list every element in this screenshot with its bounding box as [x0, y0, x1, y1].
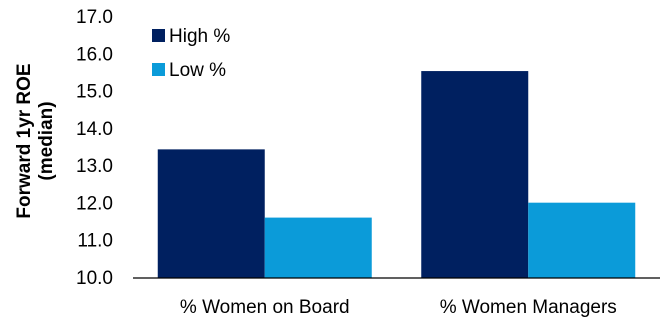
- y-tick-label: 14.0: [76, 119, 113, 140]
- bars: [157, 71, 636, 278]
- y-tick-label: 16.0: [76, 44, 113, 65]
- y-axis-title-line-2: (median): [36, 101, 57, 180]
- bar-high-2: [421, 71, 529, 278]
- y-tick-label: 10.0: [76, 268, 113, 289]
- y-tick-label: 12.0: [76, 193, 113, 214]
- legend-label: High %: [169, 26, 230, 47]
- bar-high-1: [157, 149, 265, 278]
- bar-low-2: [528, 202, 636, 278]
- y-axis-title-line-1: Forward 1yr ROE: [14, 63, 35, 218]
- y-tick-label: 17.0: [76, 7, 113, 28]
- y-tick-label: 13.0: [76, 156, 113, 177]
- legend-swatch: [152, 63, 165, 76]
- x-category-label: % Women Managers: [440, 297, 617, 318]
- legend: High % Low %: [152, 26, 230, 81]
- legend-label: Low %: [169, 60, 226, 81]
- y-tick-label: 11.0: [77, 231, 113, 252]
- y-tick-label: 15.0: [76, 82, 113, 103]
- y-axis-title: Forward 1yr ROE (median): [14, 63, 57, 218]
- legend-swatch: [152, 29, 165, 42]
- x-axis-category-labels: % Women on Board % Women Managers: [180, 297, 617, 318]
- x-category-label: % Women on Board: [180, 297, 350, 318]
- bar-low-1: [264, 217, 372, 278]
- y-axis-tick-labels: 10.0 11.0 12.0 13.0 14.0 15.0 16.0 17.0: [76, 7, 113, 289]
